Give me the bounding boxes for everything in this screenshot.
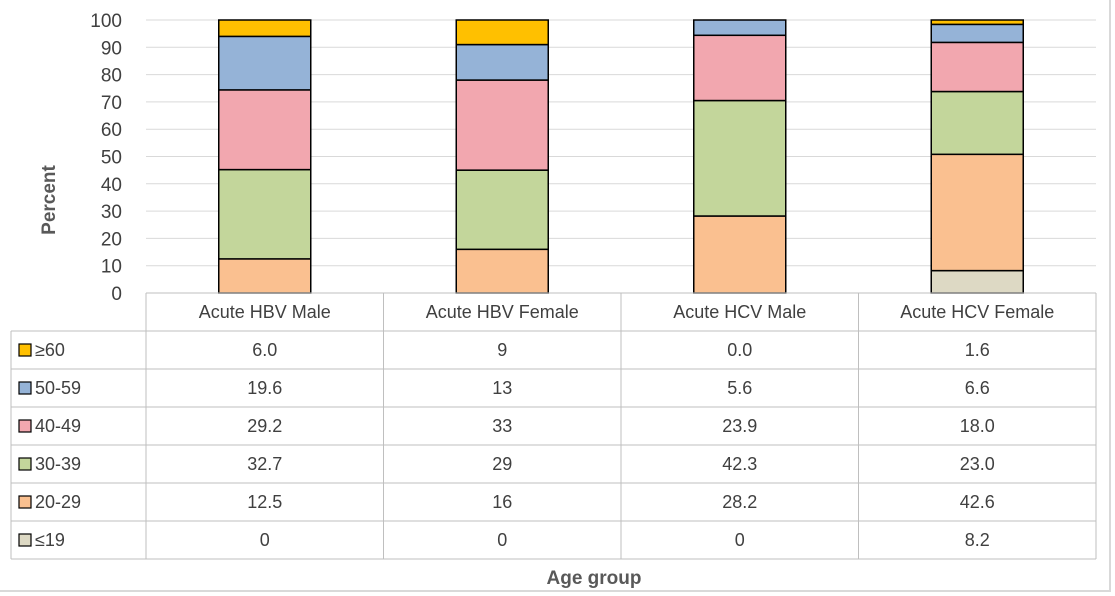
y-tick-label: 60: [101, 120, 122, 141]
bar-segment: [456, 80, 548, 170]
data-label: 29.2: [247, 416, 282, 436]
data-label: 5.6: [727, 378, 752, 398]
bar-segment: [694, 20, 786, 35]
bar-segment: [694, 35, 786, 100]
legend-label: 40-49: [35, 416, 81, 436]
y-axis-title: Percent: [39, 164, 60, 234]
data-label: 8.2: [965, 530, 990, 550]
y-axis-ticks: 0 10 20 30 40 50 60 70 80 90 100: [90, 11, 122, 305]
data-label: 0.0: [727, 340, 752, 360]
data-label: 9: [497, 340, 507, 360]
data-label: 0: [497, 530, 507, 550]
data-label: 42.3: [722, 454, 757, 474]
legend-label: 20-29: [35, 492, 81, 512]
y-tick-label: 100: [90, 11, 122, 32]
data-label: 33: [492, 416, 512, 436]
data-label: 6.6: [965, 378, 990, 398]
data-label: 1.6: [965, 340, 990, 360]
bar-segment: [931, 20, 1023, 24]
y-tick-label: 80: [101, 66, 122, 87]
bar-segment: [219, 259, 311, 293]
legend-label: ≥60: [35, 340, 65, 360]
data-label: 16: [492, 492, 512, 512]
bar-segment: [219, 170, 311, 259]
data-label: 18.0: [960, 416, 995, 436]
bar-segment: [931, 271, 1023, 293]
data-label: 23.9: [722, 416, 757, 436]
data-label: 6.0: [252, 340, 277, 360]
bar-segment: [931, 154, 1023, 270]
bar-segment: [219, 20, 311, 36]
legend-swatch: [19, 496, 31, 508]
data-label: 23.0: [960, 454, 995, 474]
bar-segment: [931, 42, 1023, 91]
legend-label: 30-39: [35, 454, 81, 474]
table-header-cell: Acute HBV Male: [199, 302, 331, 322]
legend-swatch: [19, 382, 31, 394]
legend-label: ≤19: [35, 530, 65, 550]
bar-segment: [694, 216, 786, 293]
y-tick-label: 50: [101, 148, 122, 169]
y-tick-label: 70: [101, 93, 122, 114]
bar-segment: [931, 92, 1023, 155]
data-label: 19.6: [247, 378, 282, 398]
bar-segment: [219, 36, 311, 90]
legend-swatch: [19, 458, 31, 470]
data-label: 12.5: [247, 492, 282, 512]
y-tick-label: 20: [101, 229, 122, 250]
y-tick-label: 0: [111, 284, 122, 305]
y-tick-label: 30: [101, 202, 122, 223]
table-header-cell: Acute HCV Female: [900, 302, 1054, 322]
bar-segment: [219, 90, 311, 170]
y-tick-label: 10: [101, 257, 122, 278]
data-label: 32.7: [247, 454, 282, 474]
data-label: 0: [735, 530, 745, 550]
data-label: 0: [260, 530, 270, 550]
bar-segment: [456, 249, 548, 293]
bar-segment: [931, 24, 1023, 42]
y-tick-label: 90: [101, 38, 122, 59]
data-table: Acute HBV Male Acute HBV Female Acute HCV …: [11, 293, 1096, 559]
bar-segment: [694, 101, 786, 216]
data-label: 42.6: [960, 492, 995, 512]
table-header-cell: Acute HBV Female: [426, 302, 579, 322]
x-axis-title: Age group: [547, 568, 642, 589]
y-tick-label: 40: [101, 175, 122, 196]
legend-swatch: [19, 534, 31, 546]
legend-swatch: [19, 344, 31, 356]
data-label: 28.2: [722, 492, 757, 512]
data-label: 29: [492, 454, 512, 474]
bar-segment: [456, 45, 548, 80]
legend-swatch: [19, 420, 31, 432]
bar-segment: [456, 20, 548, 45]
table-header-cell: Acute HCV Male: [673, 302, 806, 322]
legend-label: 50-59: [35, 378, 81, 398]
bar-segment: [456, 170, 548, 249]
data-label: 13: [492, 378, 512, 398]
